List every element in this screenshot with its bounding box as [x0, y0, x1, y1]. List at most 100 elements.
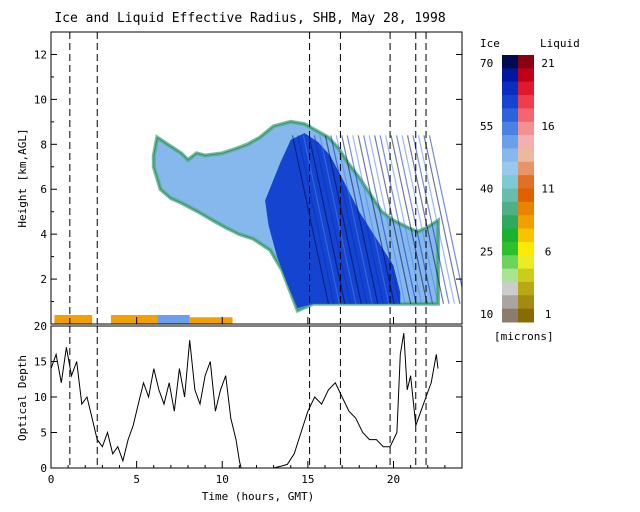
colorbar-unit: [microns] [494, 330, 554, 343]
colorbar-liquid-cell [518, 161, 534, 176]
colorbar-ice-cell [502, 215, 518, 230]
colorbar-ice-cell [502, 135, 518, 149]
radius-panel: 2 4 6 8 10 12 Height [km,AGL] [16, 31, 463, 325]
optical-depth-tick-label: 5 [40, 427, 47, 440]
ice-cloud-streak [417, 135, 456, 304]
optical-depth-tick-label: 0 [40, 462, 47, 475]
ice-cloud-streak [308, 135, 346, 304]
colorbar-ice-cell [502, 148, 518, 163]
time-tick-label: 5 [133, 473, 140, 486]
colorbar-liquid-tick: 21 [541, 57, 554, 70]
ice-cloud-streak [297, 135, 335, 304]
height-tick-label: 8 [40, 138, 47, 151]
optical-depth-panel-frame [50, 325, 463, 469]
colorbar-liquid-cell [518, 268, 534, 283]
colorbar-ice-cell [502, 308, 518, 323]
reference-lines [69, 32, 427, 324]
colorbar-ice-cell [502, 228, 518, 243]
colorbar-liquid-cell [518, 255, 534, 270]
colorbar-liquid-cell [518, 188, 534, 203]
liquid-cloud-segment [157, 315, 190, 324]
optical-depth-panel: 0 5 10 15 20 0 5 10 15 20 Optical Depth Time (ho… [16, 317, 463, 503]
ice-cloud-streak [374, 135, 412, 304]
ice-cloud-streak [313, 135, 351, 304]
colorbar-liquid-tick: 6 [545, 245, 552, 258]
chart-title: Ice and Liquid Effective Radius, SHB, Ma… [54, 11, 445, 26]
colorbar-liquid-cell [518, 175, 534, 189]
colorbar-liquid-cell [518, 295, 534, 310]
colorbar-liquid-cell [518, 121, 534, 136]
colorbar: Ice Liquid 70 55 40 25 10 21 16 11 6 1 [microns] [480, 37, 580, 343]
liquid-cloud-segment [189, 317, 233, 324]
ice-cloud-streak [363, 135, 401, 304]
colorbar-ice-cell [502, 95, 518, 109]
time-axis-ticks: 0 5 10 15 20 [48, 317, 446, 486]
time-tick-label: 0 [48, 473, 55, 486]
colorbar-ice-scale [502, 55, 518, 323]
colorbar-liquid-cell [518, 55, 534, 69]
colorbar-ice-cell [502, 121, 518, 136]
colorbar-ice-tick: 40 [480, 183, 493, 196]
colorbar-ice-cell [502, 81, 518, 96]
liquid-cloud-segment [110, 315, 158, 324]
ice-cloud-streak [428, 135, 462, 291]
ice-cloud-streak [401, 135, 439, 304]
time-tick-label: 20 [387, 473, 400, 486]
colorbar-ice-tick: 70 [480, 57, 493, 70]
ice-cloud-streak [346, 135, 384, 304]
time-tick-label: 10 [216, 473, 229, 486]
height-tick-label: 6 [40, 183, 47, 196]
ice-cloud-streak [352, 135, 390, 304]
optical-depth-tick-label: 20 [34, 320, 47, 333]
height-tick-label: 2 [40, 273, 47, 286]
colorbar-liquid-cell [518, 215, 534, 230]
colorbar-liquid-cell [518, 281, 534, 296]
colorbar-ice-cell [502, 295, 518, 310]
colorbar-liquid-label: Liquid [540, 37, 580, 50]
height-axis-ticks: 2 4 6 8 10 12 [34, 48, 462, 303]
colorbar-ice-tick: 10 [480, 308, 493, 321]
height-axis-label: Height [km,AGL] [16, 128, 29, 227]
colorbar-liquid-tick: 1 [545, 308, 552, 321]
ice-cloud-streak [330, 135, 368, 304]
colorbar-ice-cell [502, 201, 518, 216]
colorbar-liquid-cell [518, 108, 534, 123]
ice-cloud-streak [302, 135, 340, 304]
ice-cloud-streak [324, 135, 362, 304]
height-tick-label: 12 [34, 48, 47, 61]
colorbar-ice-cell [502, 241, 518, 256]
colorbar-ice-label: Ice [480, 37, 500, 50]
colorbar-liquid-cell [518, 241, 534, 256]
ice-cloud-streak [406, 135, 445, 304]
colorbar-ice-cell [502, 68, 518, 83]
colorbar-liquid-cell [518, 135, 534, 149]
time-tick-label: 15 [301, 473, 314, 486]
radius-panel-frame [50, 31, 463, 325]
ice-cloud-streak [335, 135, 373, 304]
optical-depth-axis-ticks: 0 5 10 15 20 [34, 320, 462, 475]
ice-cloud-streak [395, 135, 434, 304]
colorbar-liquid-cell [518, 308, 534, 323]
colorbar-liquid-cell [518, 228, 534, 243]
optical-depth-axis-label: Optical Depth [16, 355, 29, 441]
optical-depth-tick-label: 15 [34, 356, 47, 369]
ice-cloud-streak [341, 135, 379, 304]
colorbar-ice-cell [502, 175, 518, 189]
ice-cloud-streak [291, 135, 330, 304]
ice-cloud-streak [423, 135, 461, 304]
reference-lines [69, 326, 427, 468]
colorbar-ice-tick: 25 [480, 245, 493, 258]
ice-cloud-streak [390, 135, 428, 304]
height-tick-label: 4 [40, 228, 47, 241]
colorbar-liquid-cell [518, 95, 534, 109]
colorbar-liquid-cell [518, 81, 534, 96]
colorbar-ice-cell [502, 188, 518, 203]
colorbar-liquid-tick: 16 [541, 120, 554, 133]
colorbar-liquid-scale [518, 55, 534, 323]
liquid-cloud-segment [54, 315, 93, 324]
time-axis-label: Time (hours, GMT) [202, 490, 315, 503]
colorbar-ice-tick: 55 [480, 120, 493, 133]
optical-depth-line [51, 333, 439, 468]
colorbar-ice-cell [502, 281, 518, 296]
colorbar-liquid-cell [518, 68, 534, 83]
